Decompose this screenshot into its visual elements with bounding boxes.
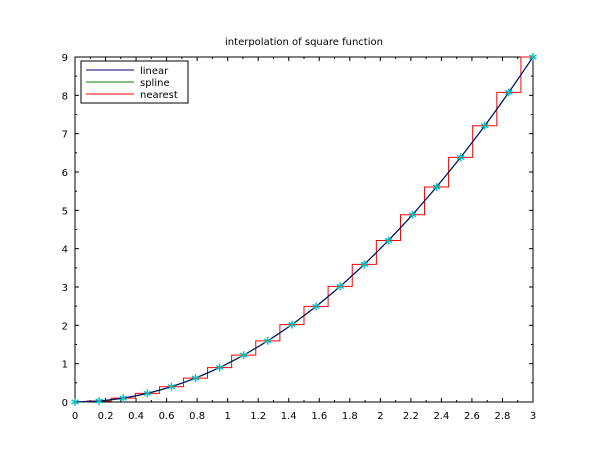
sample-point-marker [264, 336, 272, 345]
sample-point-marker [119, 394, 128, 403]
x-tick-label: 3 [530, 411, 536, 422]
x-tick-label: 0.4 [128, 411, 144, 422]
x-tick-label: 2 [377, 411, 383, 422]
x-tick-label: 0.6 [159, 411, 175, 422]
sample-point-marker [143, 389, 152, 398]
x-tick-label: 1.4 [281, 411, 297, 422]
sample-markers [71, 53, 537, 406]
sample-point-marker [505, 88, 513, 97]
x-tick-label: 2.8 [495, 411, 511, 422]
y-tick-label: 4 [62, 245, 68, 256]
x-tick-label: 0.2 [98, 411, 114, 422]
x-tick-label: 1.8 [342, 411, 358, 422]
y-tick-label: 9 [62, 53, 68, 64]
x-tick-label: 2.4 [433, 411, 449, 422]
y-tick-label: 1 [62, 360, 68, 371]
sample-point-marker [167, 382, 176, 391]
sample-point-marker [529, 53, 537, 61]
legend: linear spline nearest [80, 60, 189, 104]
sample-point-marker [336, 282, 344, 291]
x-tick-label: 0 [72, 411, 78, 422]
y-tick-label: 2 [62, 321, 68, 332]
sample-point-marker [239, 351, 248, 360]
sample-point-marker [480, 121, 489, 130]
sample-point-marker [408, 210, 417, 219]
sample-point-marker [384, 236, 393, 245]
y-tick-label: 3 [62, 283, 68, 294]
sample-point-marker [456, 153, 465, 162]
sample-point-marker [191, 374, 200, 383]
legend-label-nearest: nearest [140, 90, 178, 101]
x-tick-label: 0.8 [189, 411, 205, 422]
series-nearest [75, 56, 533, 403]
chart-title: interpolation of square function [225, 37, 383, 48]
sample-point-marker [288, 320, 296, 329]
y-tick-label: 8 [62, 91, 68, 102]
sample-point-marker [312, 302, 320, 311]
sample-point-marker [215, 363, 224, 372]
x-tick-label: 2.6 [464, 411, 480, 422]
y-tick-label: 6 [62, 168, 68, 179]
y-tick-label: 0 [62, 398, 68, 409]
plot-frame [74, 56, 534, 403]
y-axis: 0 1 2 3 4 5 6 7 8 9 [62, 53, 533, 409]
legend-label-linear: linear [140, 66, 169, 77]
sample-point-marker [95, 397, 103, 406]
series-spline [74, 56, 534, 403]
sample-point-marker [360, 260, 369, 269]
series-layer [74, 56, 534, 403]
y-tick-label: 5 [62, 206, 68, 217]
x-tick-label: 1 [224, 411, 230, 422]
legend-label-spline: spline [140, 78, 170, 89]
x-tick-label: 2.2 [403, 411, 419, 422]
sample-point-marker [432, 182, 441, 191]
x-axis: 0 0.2 0.4 0.6 0.8 1 1.2 1.4 1.6 1.8 2 2.2 2.4 2.6 2.8 3 [72, 57, 536, 422]
y-tick-label: 7 [62, 130, 68, 141]
series-linear [74, 56, 534, 403]
sample-point-marker [71, 398, 79, 406]
x-tick-label: 1.6 [311, 411, 327, 422]
x-tick-label: 1.2 [250, 411, 266, 422]
